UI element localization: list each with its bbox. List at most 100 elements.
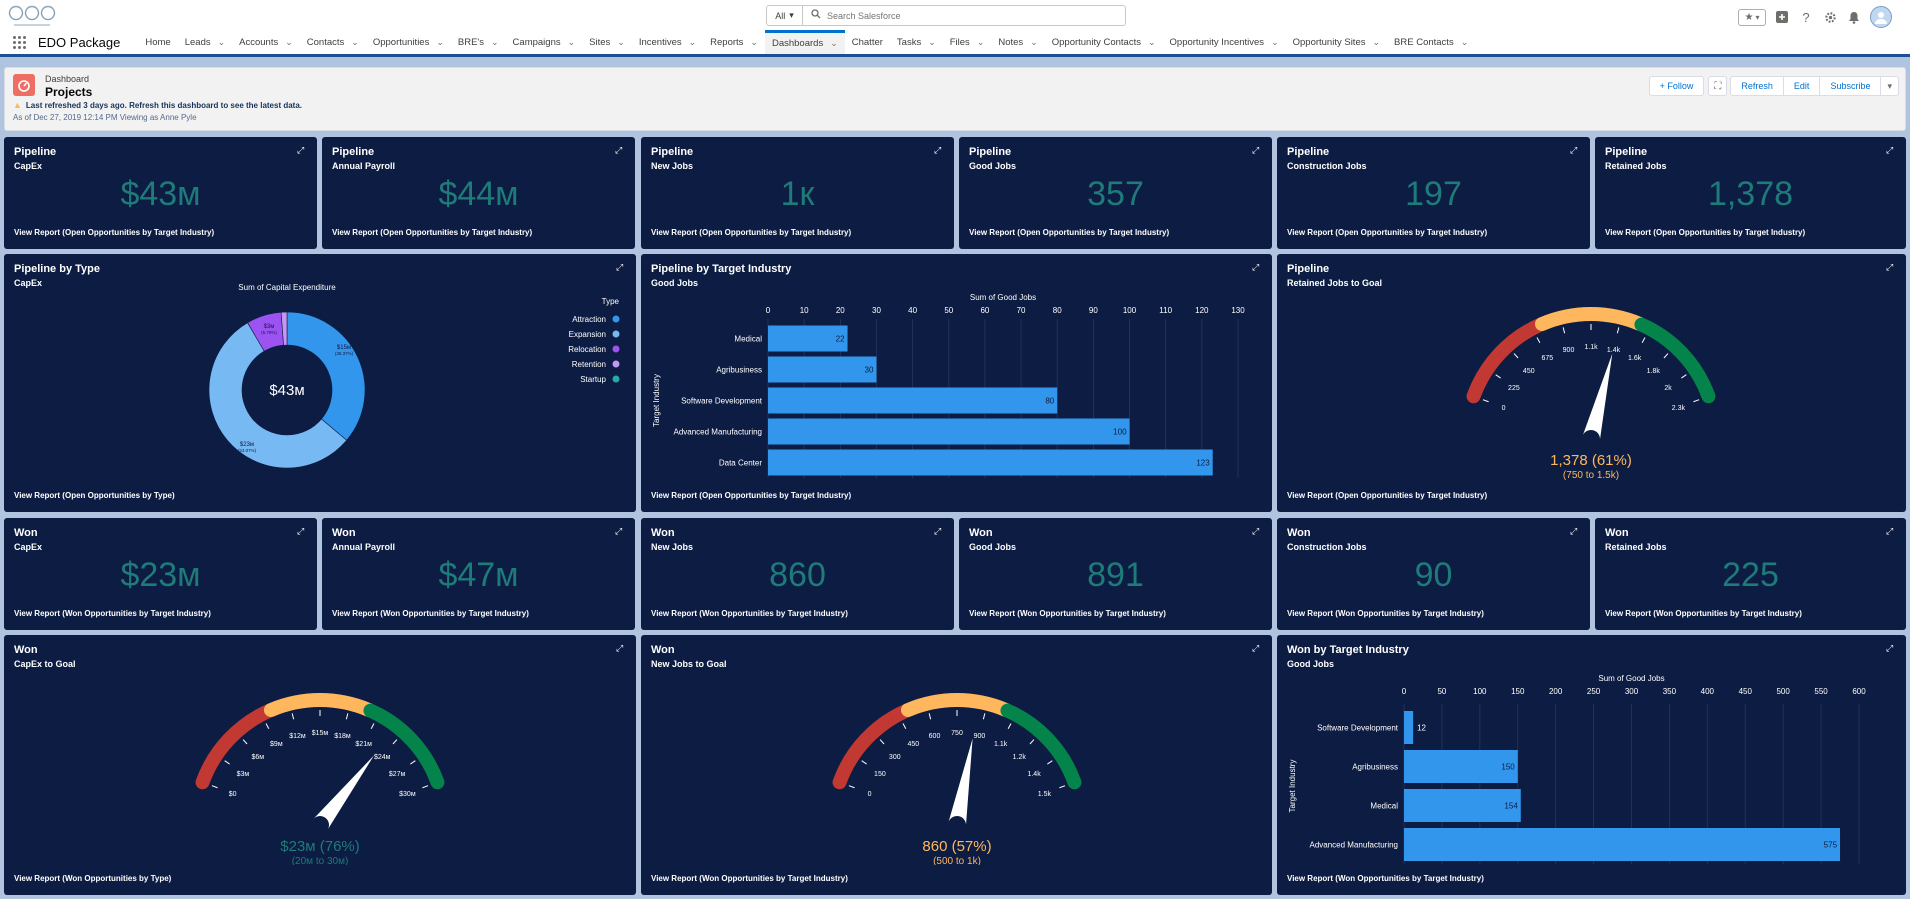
follow-button[interactable]: + Follow — [1648, 76, 1705, 96]
expand-icon[interactable]: ⤢ — [1252, 643, 1260, 653]
tile-pipeline-construction-jobs[interactable]: Pipeline Construction Jobs ⤢ 197 View Re… — [1277, 137, 1590, 249]
view-report-link[interactable]: View Report (Open Opportunities by Targe… — [1605, 228, 1806, 237]
nav-item-bre-contacts[interactable]: BRE Contacts ⌄ — [1387, 30, 1475, 54]
nav-item-incentives[interactable]: Incentives ⌄ — [632, 30, 703, 54]
user-avatar[interactable] — [1870, 6, 1892, 28]
help-icon[interactable]: ? — [1802, 9, 1810, 25]
nav-item-opportunities[interactable]: Opportunities ⌄ — [366, 30, 451, 54]
expand-icon[interactable]: ⤢ — [297, 145, 305, 155]
expand-icon[interactable]: ⤢ — [1570, 145, 1578, 155]
view-report-link[interactable]: View Report (Open Opportunities by Targe… — [14, 228, 215, 237]
expand-icon[interactable]: ⤢ — [934, 526, 942, 536]
chevron-down-icon[interactable]: ⌄ — [830, 38, 838, 48]
view-report-link[interactable]: View Report (Won Opportunities by Target… — [651, 874, 848, 883]
view-report-link[interactable]: View Report (Open Opportunities by Targe… — [1287, 491, 1488, 500]
chevron-down-icon[interactable]: ⌄ — [1147, 36, 1156, 47]
expand-icon[interactable]: ⤢ — [1886, 145, 1894, 155]
nav-item-reports[interactable]: Reports ⌄ — [703, 30, 765, 54]
global-actions-icon[interactable] — [1774, 9, 1790, 25]
view-report-link[interactable]: View Report (Won Opportunities by Target… — [651, 609, 848, 618]
search-scope-select[interactable]: All ▾ — [767, 6, 803, 25]
company-logo[interactable] — [8, 3, 56, 29]
chevron-down-icon[interactable]: ⌄ — [1460, 36, 1469, 47]
view-report-link[interactable]: View Report (Won Opportunities by Type) — [14, 874, 172, 883]
expand-icon[interactable]: ⤢ — [1252, 526, 1260, 536]
nav-item-opportunity-contacts[interactable]: Opportunity Contacts ⌄ — [1045, 30, 1163, 54]
more-actions-button[interactable]: ▾ — [1880, 76, 1899, 96]
edit-button[interactable]: Edit — [1782, 76, 1821, 96]
view-report-link[interactable]: View Report (Open Opportunities by Type) — [14, 491, 175, 500]
tile-won-capex[interactable]: Won CapEx ⤢ $23м View Report (Won Opport… — [4, 518, 317, 630]
nav-item-tasks[interactable]: Tasks ⌄ — [890, 30, 943, 54]
tile-won-good-jobs[interactable]: Won Good Jobs ⤢ 891 View Report (Won Opp… — [959, 518, 1272, 630]
view-report-link[interactable]: View Report (Won Opportunities by Target… — [1605, 609, 1802, 618]
expand-icon[interactable]: ⤢ — [615, 145, 623, 155]
expand-icon[interactable]: ⤢ — [1252, 145, 1260, 155]
expand-icon[interactable]: ⤢ — [1886, 643, 1894, 653]
tile-pipeline-retained-jobs-goal[interactable]: Pipeline Retained Jobs to Goal ⤢ 0 225 450… — [1277, 254, 1906, 512]
tile-won-annual-payroll[interactable]: Won Annual Payroll ⤢ $47м View Report (W… — [322, 518, 635, 630]
expand-icon[interactable]: ⤢ — [616, 643, 624, 653]
nav-item-dashboards[interactable]: Dashboards ⌄ — [764, 30, 845, 54]
refresh-button[interactable]: Refresh — [1730, 76, 1784, 96]
nav-item-notes[interactable]: Notes ⌄ — [991, 30, 1044, 54]
chevron-down-icon[interactable]: ⌄ — [491, 36, 499, 47]
nav-item-opportunity-incentives[interactable]: Opportunity Incentives ⌄ — [1163, 30, 1286, 54]
nav-item-accounts[interactable]: Accounts ⌄ — [232, 30, 300, 54]
tile-pipeline-good-jobs[interactable]: Pipeline Good Jobs ⤢ 357 View Report (Op… — [959, 137, 1272, 249]
expand-icon[interactable]: ⤢ — [615, 526, 623, 536]
view-report-link[interactable]: View Report (Won Opportunities by Target… — [1287, 609, 1484, 618]
expand-icon[interactable]: ⤢ — [1252, 262, 1260, 272]
nav-item-contacts[interactable]: Contacts ⌄ — [300, 30, 366, 54]
tile-won-new-jobs-goal[interactable]: Won New Jobs to Goal ⤢ 0 150 300 450 600 750 9… — [641, 635, 1272, 895]
expand-icon[interactable]: ⤢ — [1886, 526, 1894, 536]
tile-pipeline-annual-payroll[interactable]: Pipeline Annual Payroll ⤢ $44м View Repo… — [322, 137, 635, 249]
tile-pipeline-capex[interactable]: Pipeline CapEx ⤢ $43м View Report (Open … — [4, 137, 317, 249]
nav-item-opportunity-sites[interactable]: Opportunity Sites ⌄ — [1286, 30, 1387, 54]
view-report-link[interactable]: View Report (Won Opportunities by Target… — [1287, 874, 1484, 883]
chevron-down-icon[interactable]: ⌄ — [217, 36, 226, 47]
expand-icon[interactable]: ⤢ — [297, 526, 305, 536]
chevron-down-icon[interactable]: ⌄ — [436, 36, 444, 47]
tile-pipeline-by-type[interactable]: Pipeline by Type CapEx ⤢ Sum of Capital … — [4, 254, 636, 512]
chevron-down-icon[interactable]: ⌄ — [285, 36, 293, 47]
view-report-link[interactable]: View Report (Won Opportunities by Target… — [332, 609, 529, 618]
tile-won-new-jobs[interactable]: Won New Jobs ⤢ 860 View Report (Won Oppo… — [641, 518, 954, 630]
expand-icon[interactable]: ⤢ — [934, 145, 942, 155]
view-report-link[interactable]: View Report (Open Opportunities by Targe… — [651, 491, 852, 500]
nav-item-files[interactable]: Files ⌄ — [943, 30, 992, 54]
chevron-down-icon[interactable]: ⌄ — [1030, 36, 1038, 47]
nav-item-sites[interactable]: Sites ⌄ — [582, 30, 632, 54]
chevron-down-icon[interactable]: ⌄ — [351, 36, 359, 47]
chevron-down-icon[interactable]: ⌄ — [617, 36, 625, 47]
view-report-link[interactable]: View Report (Open Opportunities by Targe… — [651, 228, 852, 237]
tile-won-retained-jobs[interactable]: Won Retained Jobs ⤢ 225 View Report (Won… — [1595, 518, 1906, 630]
view-report-link[interactable]: View Report (Open Opportunities by Targe… — [1287, 228, 1488, 237]
bell-icon[interactable] — [1846, 9, 1862, 25]
search-input[interactable] — [821, 6, 1125, 25]
tile-pipeline-by-target-industry[interactable]: Pipeline by Target Industry Good Jobs ⤢ … — [641, 254, 1272, 512]
nav-item-bre-s[interactable]: BRE's ⌄ — [451, 30, 506, 54]
app-launcher-button[interactable] — [0, 30, 38, 54]
expand-icon[interactable]: ⤢ — [616, 262, 624, 272]
view-report-link[interactable]: View Report (Open Opportunities by Targe… — [332, 228, 533, 237]
subscribe-button[interactable]: Subscribe — [1819, 76, 1882, 96]
tile-won-construction-jobs[interactable]: Won Construction Jobs ⤢ 90 View Report (… — [1277, 518, 1590, 630]
view-report-link[interactable]: View Report (Open Opportunities by Targe… — [969, 228, 1170, 237]
tile-won-by-target-industry[interactable]: Won by Target Industry Good Jobs ⤢ Sum o… — [1277, 635, 1906, 895]
view-report-link[interactable]: View Report (Won Opportunities by Target… — [14, 609, 211, 618]
chevron-down-icon[interactable]: ⌄ — [688, 36, 697, 47]
chevron-down-icon[interactable]: ⌄ — [750, 36, 758, 47]
chevron-down-icon[interactable]: ⌄ — [1271, 36, 1279, 47]
tile-pipeline-retained-jobs[interactable]: Pipeline Retained Jobs ⤢ 1,378 View Repo… — [1595, 137, 1906, 249]
nav-item-chatter[interactable]: Chatter — [845, 30, 890, 54]
nav-item-leads[interactable]: Leads ⌄ — [178, 30, 232, 54]
chevron-down-icon[interactable]: ⌄ — [928, 36, 936, 47]
fullscreen-button[interactable]: ⛶ — [1708, 76, 1728, 96]
view-report-link[interactable]: View Report (Won Opportunities by Target… — [969, 609, 1166, 618]
chevron-down-icon[interactable]: ⌄ — [567, 36, 576, 47]
favorites-button[interactable]: ★ ▾ — [1738, 8, 1766, 26]
gear-icon[interactable] — [1822, 9, 1838, 25]
expand-icon[interactable]: ⤢ — [1886, 262, 1894, 272]
chevron-down-icon[interactable]: ⌄ — [1372, 36, 1381, 47]
